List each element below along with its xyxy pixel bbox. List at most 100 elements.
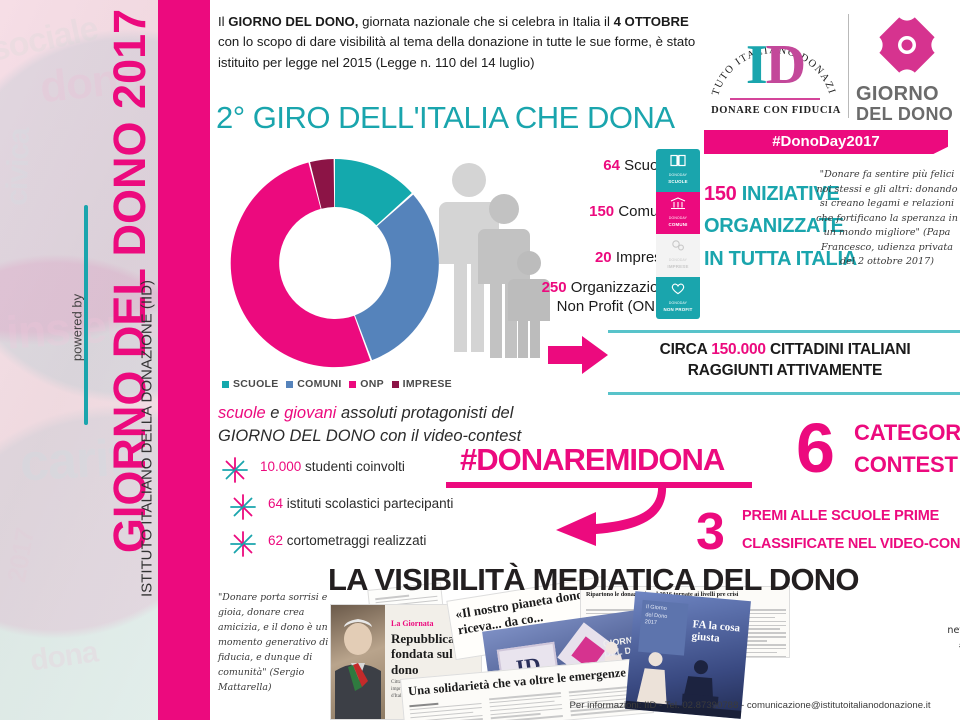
badge-imprese: DONODAY IMPRESE	[656, 234, 700, 277]
sg-rest: assoluti protagonisti del	[336, 404, 514, 422]
badge-scuole: DONODAY SCUOLE	[656, 149, 700, 192]
donoday-hashtag-banner: #DonoDay2017	[704, 130, 948, 154]
iid-logo: ISTITUTO ITALIANO DONAZIONE ID DONARE CO…	[704, 6, 844, 126]
badge-comuni: DONODAY COMUNI	[656, 191, 700, 234]
sidebar-pink-strip	[158, 0, 210, 720]
photo-person	[335, 619, 381, 719]
iniziative-line-1: 150 INIZIATIVE	[704, 178, 884, 210]
asterisk-icon	[222, 457, 248, 483]
donut-slice-scuole	[335, 159, 412, 226]
bullet-text-studenti: 10.000 studenti coinvolti	[260, 459, 405, 474]
sidebar-powered-by: powered by	[69, 293, 85, 362]
gdd-line-1: GIORNO	[856, 83, 939, 105]
badge-scuole-kicker: DONODAY	[668, 173, 688, 177]
intro-part1: Il	[218, 14, 229, 29]
ghost-word: civica	[0, 127, 37, 207]
gears-icon	[656, 239, 700, 257]
contest-contest-label: CONTEST	[854, 452, 958, 477]
stat-onp-number: 250	[541, 279, 567, 296]
intro-paragraph: Il GIORNO DEL DONO, giornata nazionale c…	[218, 12, 703, 73]
iid-monogram: ID	[730, 36, 820, 94]
clipping-repubblica-kicker: La Giornata	[391, 619, 434, 628]
sidebar-divider-rule	[84, 205, 88, 425]
bullet-text-istituti: 64 istituti scolastici partecipanti	[268, 496, 453, 511]
sg-mid: e	[265, 404, 285, 422]
people-silhouettes-icon	[439, 163, 550, 358]
iid-arc-text: ISTITUTO ITALIANO DONAZIONE	[704, 10, 836, 97]
book-icon	[656, 154, 700, 172]
left-sidebar: sociale dono civica insieme carità 2017 …	[0, 0, 158, 720]
bullet-num-istituti: 64	[268, 496, 284, 511]
bullet-item-cortometraggi: 62 cortometraggi realizzati	[222, 529, 522, 566]
pope-quote-attribution: (Papa Francesco, udienza privata del 2 o…	[821, 227, 953, 268]
intro-part3: con lo scopo di dare visibilità al tema …	[218, 34, 696, 70]
bullet-text-cortometraggi: 62 cortometraggi realizzati	[268, 533, 426, 548]
legend-label-scuole: SCUOLE	[233, 378, 279, 390]
sg-pink-2: giovani	[284, 404, 337, 422]
diamond-logo-icon	[870, 8, 944, 82]
stat-onp-label2: Non Profit (ONP)	[556, 298, 670, 316]
sidebar-institute-name: ISTITUTO ITALIANO DELLA DONAZIONE (IID)	[138, 280, 156, 597]
bullet-label-cortometraggi: cortometraggi realizzati	[283, 533, 427, 548]
category-badge-column: DONODAY SCUOLE DONODAY COMUNI DONODAY IM…	[656, 149, 700, 319]
iid-letter-i: I	[745, 34, 768, 96]
badge-nonprofit-label: NON PROFIT	[663, 306, 693, 312]
pope-quote-text: "Donare fa sentire più felici noi stessi…	[816, 169, 958, 239]
contest-three-number: 3	[696, 503, 725, 561]
curved-arrow-icon	[556, 484, 667, 546]
iid-rule	[730, 98, 820, 100]
intro-bold2: 4 OTTOBRE	[613, 14, 689, 29]
bullet-label-istituti: istituti scolastici partecipanti	[283, 496, 454, 511]
circa-divider-top	[608, 330, 960, 333]
sg-line-2: GIORNO DEL DONO con il video-contest	[218, 426, 522, 445]
mattarella-quote-attribution: (Sergio Mattarella)	[218, 667, 305, 694]
badge-imprese-label: IMPRESE	[667, 264, 689, 269]
asterisk-icon	[230, 531, 256, 557]
clipping-fa-la-cosa-giusta: Il Giorno del Dono 2017 FA la cosa giusta	[625, 591, 751, 719]
visibilita-heading: LA VISIBILITÀ MEDIATICA DEL DONO	[328, 562, 859, 597]
stat-scuole-number: 64	[603, 157, 620, 174]
iniziative-line-3: IN TUTTA ITALIA	[704, 247, 857, 270]
bullet-label-studenti: studenti coinvolti	[301, 459, 405, 474]
page-headline: 2° GIRO DELL'ITALIA CHE DONA	[216, 100, 675, 135]
gdd-wordmark: GIORNO DEL DONO	[856, 84, 960, 124]
donut-slice-imprese	[310, 159, 335, 209]
asterisk-icon	[230, 494, 256, 520]
donut-chart-svg	[230, 159, 439, 368]
legend-label-comuni: COMUNI	[297, 378, 342, 390]
pope-quote: "Donare fa sentire più felici noi stessi…	[814, 168, 960, 270]
legend-item-imprese: IMPRESE	[391, 378, 452, 390]
bullet-item-studenti: 10.000 studenti coinvolti	[222, 455, 522, 492]
hashtag-underline	[446, 482, 752, 488]
mattarella-quote-text: "Donare porta sorrisi e gioia, donare cr…	[218, 592, 329, 679]
pink-arrow-icon	[548, 336, 608, 374]
circa-post: CITTADINI ITALIANI	[765, 341, 911, 358]
media-collage: La Giornata Repubblica fondata sul dono …	[330, 575, 840, 720]
badge-comuni-kicker: DONODAY	[668, 215, 688, 220]
viralita-text: Viralità sui social network degli hashta…	[947, 624, 960, 653]
main-content: Il GIORNO DEL DONO, giornata nazionale c…	[210, 0, 960, 720]
circa-number: 150.000	[711, 341, 766, 358]
legend-item-scuole: SCUOLE	[222, 378, 279, 390]
stat-onp-label: Organizzazioni	[570, 279, 670, 296]
contest-categorie-label: CATEGORIE	[854, 420, 960, 445]
stat-comuni-number: 150	[589, 203, 615, 220]
circa-pre: CIRCA	[659, 341, 712, 358]
intro-bold1: GIORNO DEL DONO,	[228, 14, 359, 29]
iniziative-line-2: ORGANIZZATE	[704, 215, 844, 238]
heart-icon	[656, 282, 700, 300]
donut-chart	[220, 148, 450, 378]
donaremidona-hashtag: #DONAREMIDONA	[460, 442, 725, 477]
bullet-num-cortometraggi: 62	[268, 533, 284, 548]
mattarella-quote: "Donare porta sorrisi e gioia, donare cr…	[218, 590, 344, 695]
gdd-line-2: DEL DONO	[856, 104, 954, 124]
iid-tagline: DONARE CON FIDUCIA	[711, 105, 841, 116]
bullet-item-istituti: 64 istituti scolastici partecipanti	[222, 492, 522, 529]
badge-comuni-label: COMUNI	[668, 221, 688, 227]
sidebar-background-texture	[0, 0, 158, 720]
circa-line-2: RAGGIUNTI ATTIVAMENTE	[687, 361, 883, 379]
clipping-repubblica-headline: Repubblica fondata sul dono	[391, 631, 455, 677]
badge-imprese-kicker: DONODAY	[668, 258, 688, 262]
logo-block: ISTITUTO ITALIANO DONAZIONE ID DONARE CO…	[700, 4, 960, 154]
intro-part2: giornata nazionale che si celebra in Ita…	[358, 14, 614, 29]
